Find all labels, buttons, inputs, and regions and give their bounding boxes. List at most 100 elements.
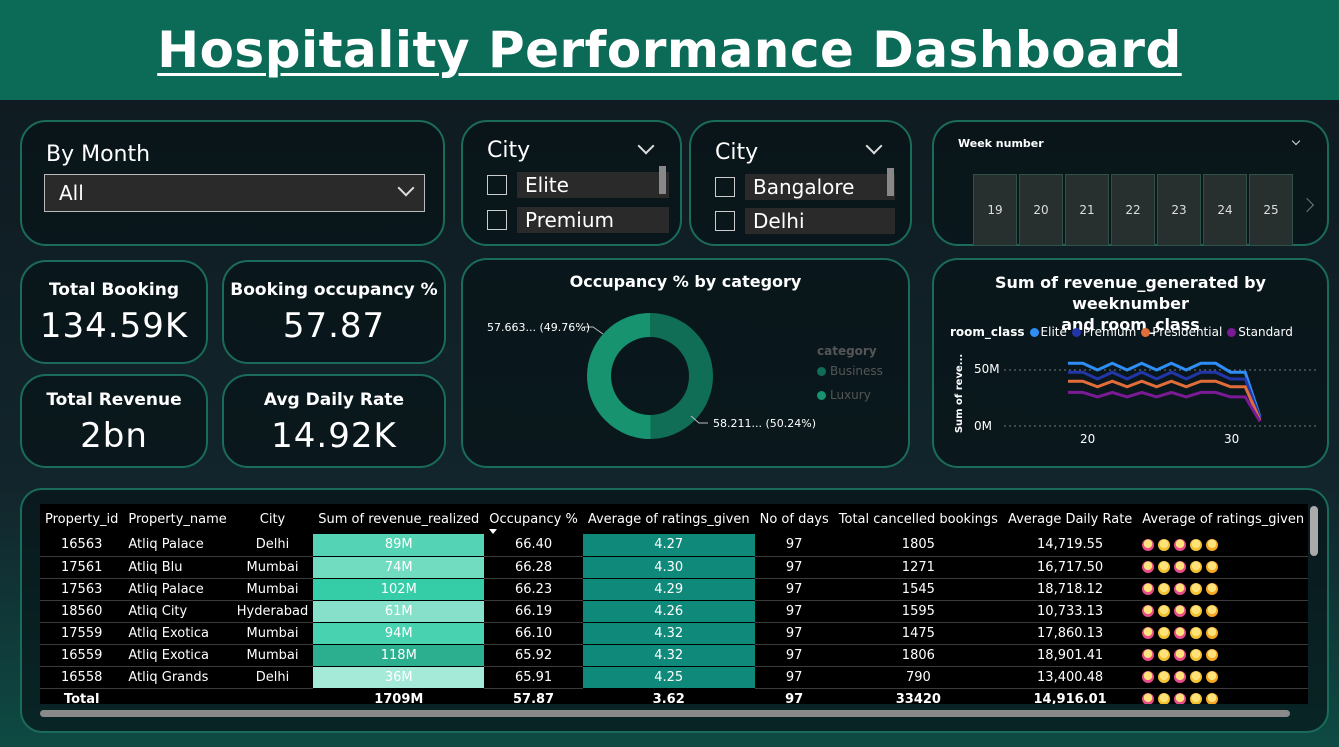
week-tile-25[interactable]: 25 xyxy=(1249,174,1293,246)
table-row[interactable]: 17563 Atliq Palace Mumbai 102M 66.23 4.29 97 15… xyxy=(40,578,1308,601)
cell-adr: 18,901.41 xyxy=(1002,644,1138,667)
col-header-adr[interactable]: Average Daily Rate xyxy=(1007,511,1133,527)
scrollbar[interactable] xyxy=(887,168,894,196)
line-chart-plot xyxy=(1004,361,1319,427)
city-option-delhi[interactable]: Delhi xyxy=(715,208,895,234)
week-tile-21[interactable]: 21 xyxy=(1065,174,1109,246)
col-header-occupancy[interactable]: Occupancy % xyxy=(484,504,583,534)
rating-emoji-icon xyxy=(1190,693,1203,704)
rating-emoji-icon xyxy=(1174,627,1187,639)
col-header-no-of-days[interactable]: No of days xyxy=(759,511,829,527)
line-series-elite[interactable] xyxy=(1068,361,1262,418)
chevron-down-icon[interactable] xyxy=(637,137,655,155)
vertical-scrollbar[interactable] xyxy=(1310,506,1318,556)
rating-emoji-icon xyxy=(1142,605,1155,617)
cell-adr: 10,733.13 xyxy=(1002,600,1138,623)
scrollbar[interactable] xyxy=(659,166,666,194)
cell-adr: 14,719.55 xyxy=(1002,534,1138,557)
week-tile-20[interactable]: 20 xyxy=(1019,174,1063,246)
cell-rating: 4.25 xyxy=(582,666,755,689)
legend-label[interactable]: Presidential xyxy=(1152,325,1223,339)
cell-adr: 16,717.50 xyxy=(1002,556,1138,579)
cell-revenue: 36M xyxy=(313,666,485,689)
cell-adr: 17,860.13 xyxy=(1002,622,1138,645)
month-dropdown-value: All xyxy=(59,181,84,205)
city-option-label: Bangalore xyxy=(745,174,895,200)
col-header-cancelled[interactable]: Total cancelled bookings xyxy=(838,511,998,527)
table-row[interactable]: 17559 Atliq Exotica Mumbai 94M 66.10 4.32 97 14… xyxy=(40,622,1308,645)
category-option-elite[interactable]: Elite xyxy=(487,172,669,198)
checkbox[interactable] xyxy=(487,210,507,230)
week-tile-19[interactable]: 19 xyxy=(973,174,1017,246)
dashboard-header: Hospitality Performance Dashboard xyxy=(0,0,1339,100)
chevron-right-icon[interactable] xyxy=(1299,197,1315,213)
line-series-standard[interactable] xyxy=(1068,390,1262,423)
legend-item-luxury[interactable]: Luxury xyxy=(817,388,883,402)
cell-occupancy: 66.40 xyxy=(484,534,583,557)
legend-title: category xyxy=(817,344,877,358)
col-header-star-rating[interactable]: Average of ratings_given star rati xyxy=(1142,511,1308,527)
rating-emoji-icon xyxy=(1174,561,1187,573)
cell-days: 97 xyxy=(754,534,834,557)
week-tile-22[interactable]: 22 xyxy=(1111,174,1155,246)
cell-days: 97 xyxy=(754,578,834,601)
city-option-bangalore[interactable]: Bangalore xyxy=(715,174,895,200)
rating-emoji-icon xyxy=(1174,538,1187,551)
category-slicer-title: City xyxy=(487,138,531,163)
revenue-line-card: Sum of revenue_generated by weeknumber a… xyxy=(932,258,1329,468)
legend-label[interactable]: Elite xyxy=(1040,325,1067,339)
legend-label[interactable]: Standard xyxy=(1238,325,1293,339)
cell-days: 97 xyxy=(754,622,834,645)
line-series-premium[interactable] xyxy=(1068,370,1262,419)
table-row[interactable]: 18560 Atliq City Hyderabad 61M 66.19 4.26 97 15… xyxy=(40,600,1308,623)
table-row[interactable]: 16559 Atliq Exotica Mumbai 118M 65.92 4.32 97 1… xyxy=(40,644,1308,667)
table-row[interactable]: 16563 Atliq Palace Delhi 89M 66.40 4.27 97 1805… xyxy=(40,534,1308,557)
sort-down-icon[interactable] xyxy=(489,529,498,534)
week-tile-23[interactable]: 23 xyxy=(1157,174,1201,246)
col-header-revenue[interactable]: Sum of revenue_realized xyxy=(318,511,480,527)
rating-emoji-icon xyxy=(1206,561,1219,573)
kpi-total-revenue: Total Revenue 2bn xyxy=(20,374,208,468)
cell-star-rating xyxy=(1137,622,1308,645)
chevron-down-icon[interactable] xyxy=(1291,136,1301,146)
col-header-avg-rating[interactable]: Average of ratings_given xyxy=(587,511,750,527)
legend-label[interactable]: Premium xyxy=(1082,325,1137,339)
col-header-property-name[interactable]: Property_name xyxy=(128,511,227,527)
checkbox[interactable] xyxy=(715,211,735,231)
month-dropdown[interactable]: All xyxy=(44,174,425,212)
category-option-premium[interactable]: Premium xyxy=(487,207,669,233)
dashboard-canvas: By Month All City Elite Premium City Ban… xyxy=(0,100,1339,747)
line-series-presidential[interactable] xyxy=(1068,379,1262,422)
rating-emoji-icon xyxy=(1206,583,1219,595)
legend-item-business[interactable]: Business xyxy=(817,364,883,378)
rating-emoji-icon xyxy=(1158,538,1171,551)
rating-emoji-icon xyxy=(1158,561,1171,573)
cell-star-rating xyxy=(1137,600,1308,623)
cell-revenue: 102M xyxy=(313,578,485,601)
rating-emoji-icon xyxy=(1142,561,1155,573)
chevron-down-icon xyxy=(397,179,415,197)
total-empty xyxy=(123,688,231,704)
checkbox[interactable] xyxy=(487,175,507,195)
donut-slice-luxury[interactable] xyxy=(587,313,713,439)
category-option-label: Elite xyxy=(517,172,669,198)
cell-property-name: Atliq Blu xyxy=(123,556,232,579)
cell-property-name: Atliq Palace xyxy=(123,578,232,601)
cell-city: Hyderabad xyxy=(231,600,314,623)
table-viewport: Property_id Property_name City Sum of re… xyxy=(40,504,1308,704)
col-header-city[interactable]: City xyxy=(259,511,286,527)
col-header-property-id[interactable]: Property_id xyxy=(45,511,119,527)
horizontal-scrollbar[interactable] xyxy=(40,710,1290,717)
chevron-down-icon[interactable] xyxy=(865,137,883,155)
cell-rating: 4.29 xyxy=(582,578,755,601)
legend-swatch xyxy=(817,366,826,376)
checkbox[interactable] xyxy=(715,177,735,197)
week-slicer: Week number 19 20 21 22 23 24 25 xyxy=(932,120,1329,246)
kpi-avg-daily-rate: Avg Daily Rate 14.92K xyxy=(222,374,446,468)
table-row[interactable]: 17561 Atliq Blu Mumbai 74M 66.28 4.30 97 1271 16… xyxy=(40,556,1308,579)
cell-revenue: 74M xyxy=(313,556,485,579)
table-row[interactable]: 16558 Atliq Grands Delhi 36M 65.91 4.25 97 790 1… xyxy=(40,666,1308,689)
week-tile-24[interactable]: 24 xyxy=(1203,174,1247,246)
donut-label-bottom: 58.211... (50.24%) xyxy=(713,417,817,430)
cell-cancelled: 1475 xyxy=(833,622,1003,645)
